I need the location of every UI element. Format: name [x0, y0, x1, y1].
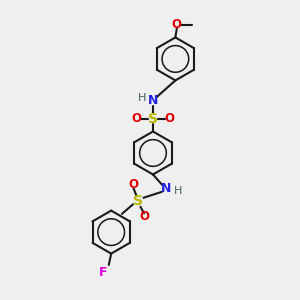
Text: N: N: [161, 182, 172, 195]
Text: H: H: [137, 93, 146, 103]
Text: S: S: [148, 112, 158, 126]
Text: O: O: [139, 210, 149, 224]
Text: H: H: [174, 186, 182, 196]
Text: O: O: [129, 178, 139, 191]
Text: O: O: [164, 112, 174, 125]
Text: O: O: [132, 112, 142, 125]
Text: N: N: [148, 94, 158, 107]
Text: F: F: [99, 266, 107, 279]
Text: O: O: [172, 18, 182, 32]
Text: S: S: [133, 194, 143, 208]
